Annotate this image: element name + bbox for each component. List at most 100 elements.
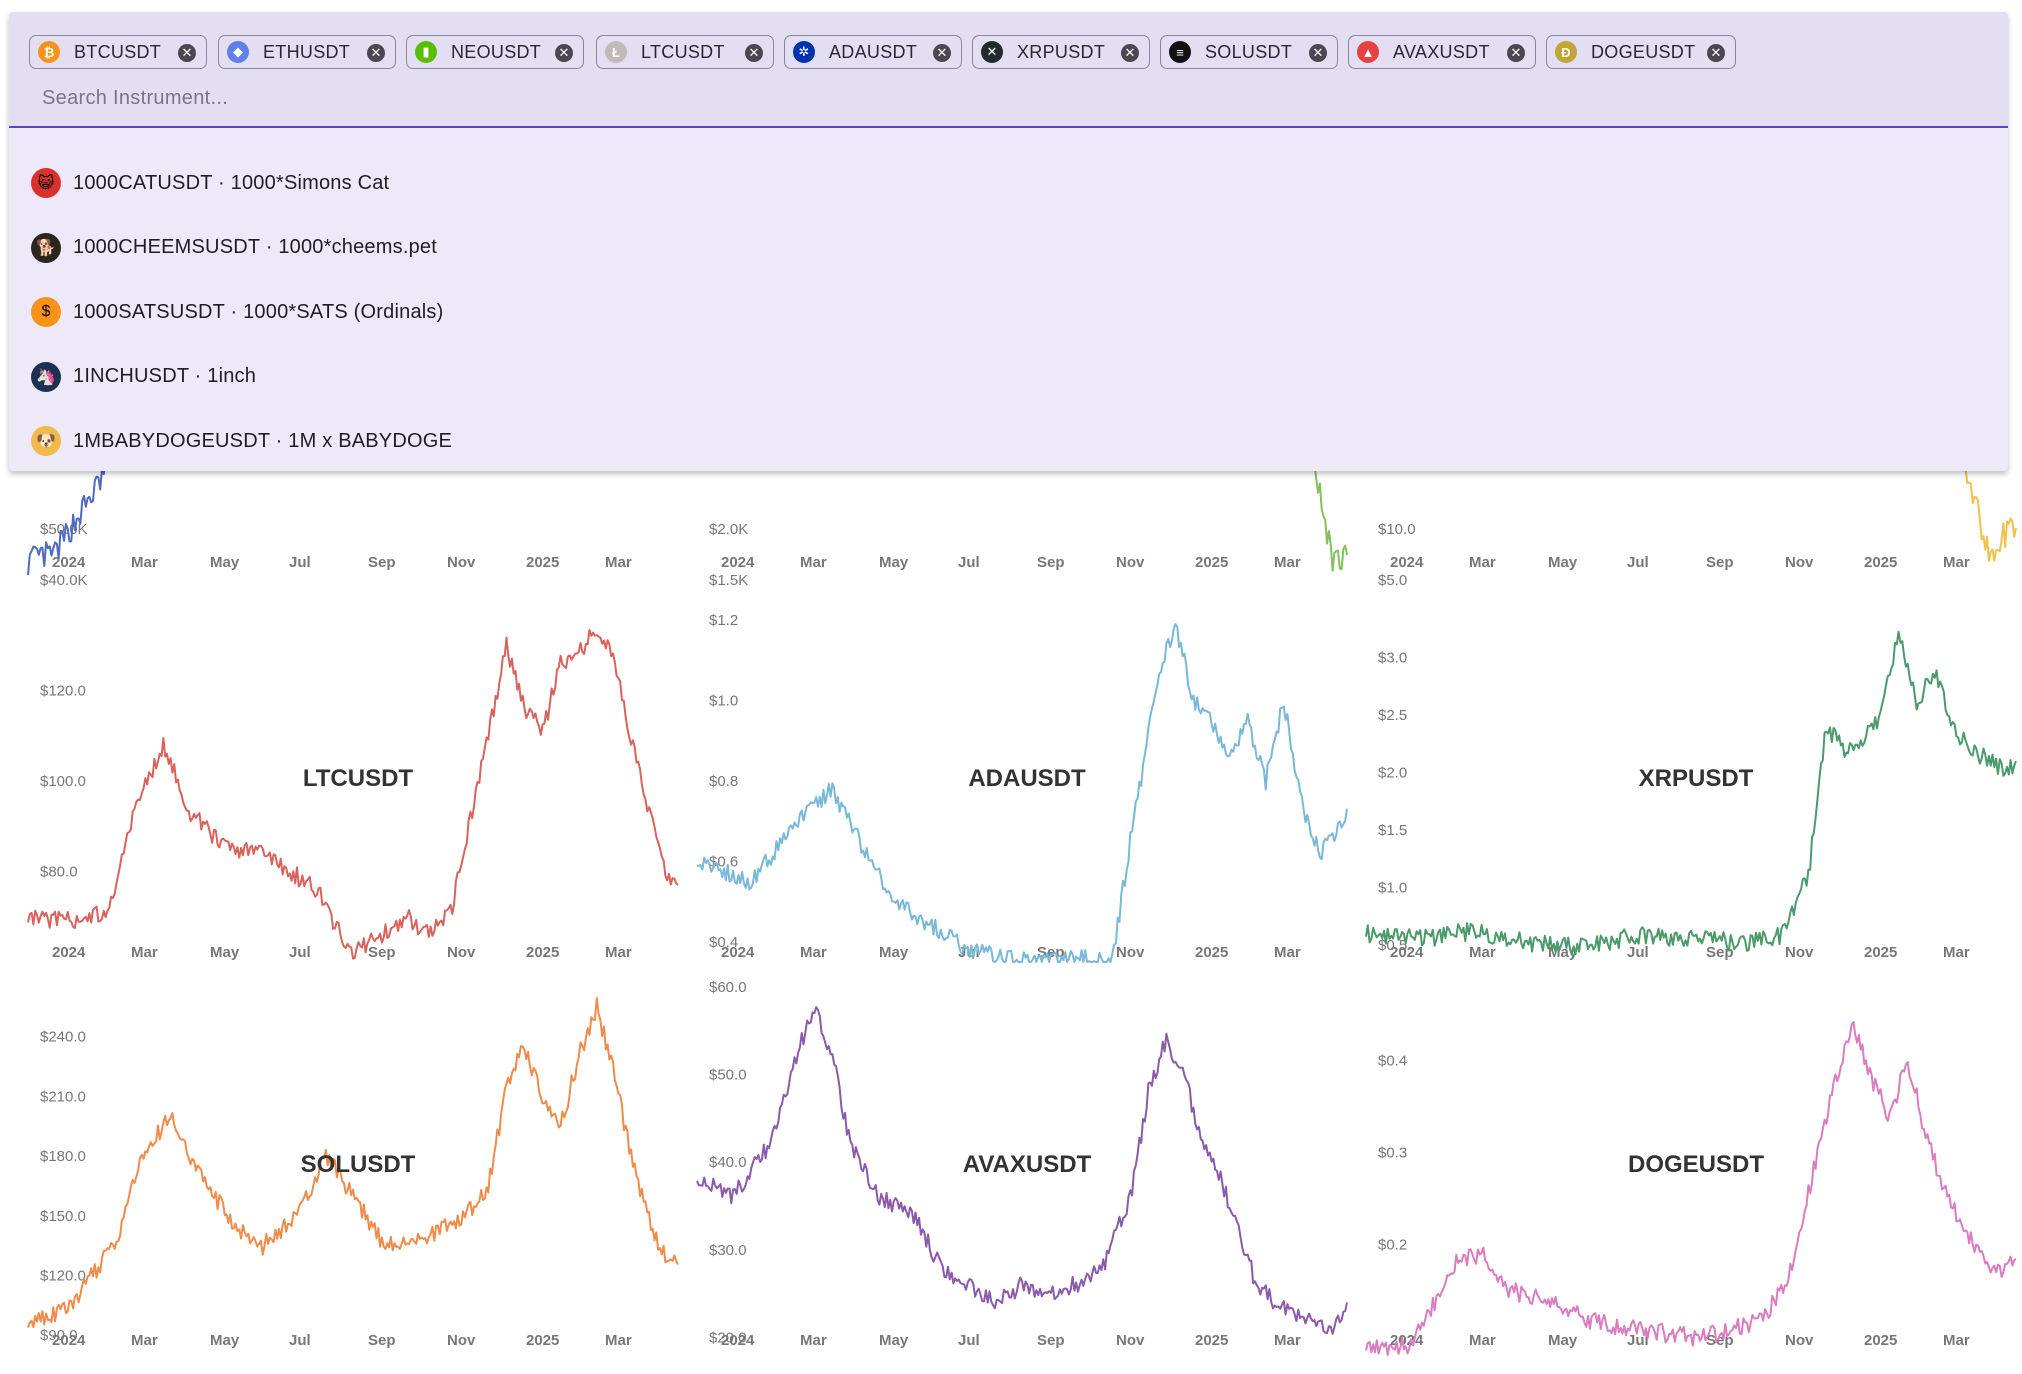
- chip-label: NEOUSDT: [451, 41, 542, 62]
- x-tick-label: Nov: [447, 1332, 476, 1349]
- x-tick-label: 2025: [1864, 944, 1897, 961]
- x-tick-label: Jul: [1627, 944, 1649, 961]
- chart-avaxusdt: $20.0 $30.0 $40.0 $50.0 $60.0 2024 Mar May Jul Se…: [696, 979, 1348, 1349]
- chip-btcusdt[interactable]: ₿ BTCUSDT ✕: [29, 35, 207, 69]
- x-tick-label: Mar: [605, 554, 632, 571]
- chip-label: SOLUSDT: [1205, 41, 1293, 62]
- chip-neousdt[interactable]: ▮ NEOUSDT ✕: [406, 35, 584, 69]
- chip-remove-icon[interactable]: ✕: [1707, 44, 1725, 62]
- y-tick-label: $50.0: [709, 1067, 747, 1084]
- chip-remove-icon[interactable]: ✕: [933, 44, 951, 62]
- 1inch-icon: 🦄: [31, 361, 61, 392]
- dogecoin-icon: Ð: [1555, 41, 1577, 63]
- x-tick-label: Sep: [368, 1332, 396, 1349]
- x-tick-label: Mar: [1469, 944, 1496, 961]
- chart-title: XRPUSDT: [1639, 765, 1754, 792]
- y-tick-label: $0.4: [709, 934, 738, 951]
- bitcoin-icon: ₿: [38, 41, 60, 63]
- x-tick-label: Mar: [1469, 1332, 1496, 1349]
- y-tick-label: $1.0: [1378, 879, 1407, 896]
- xrp-icon: ✕: [981, 41, 1003, 63]
- chip-label: ETHUSDT: [263, 41, 351, 62]
- y-tick-label: $0.4: [1378, 1053, 1407, 1070]
- x-tick-label: Mar: [605, 944, 632, 961]
- x-tick-label: Jul: [1627, 1332, 1649, 1349]
- x-tick-label: Mar: [1943, 554, 1970, 571]
- x-tick-label: Nov: [1785, 1332, 1814, 1349]
- x-tick-label: Jul: [1627, 554, 1649, 571]
- x-tick-label: May: [879, 554, 909, 571]
- x-tick-label: 2024: [52, 554, 86, 571]
- price-line: [696, 1006, 1348, 1335]
- chip-remove-icon[interactable]: ✕: [178, 44, 196, 62]
- y-tick-label: $1.2: [709, 612, 738, 629]
- litecoin-icon: Ł: [605, 41, 627, 63]
- neo-icon: ▮: [415, 41, 437, 63]
- y-tick-label: $40.0: [709, 1154, 747, 1171]
- x-tick-label: Mar: [1274, 1332, 1301, 1349]
- chip-label: LTCUSDT: [641, 41, 725, 62]
- x-tick-label: 2024: [1390, 554, 1424, 571]
- x-tick-label: Nov: [1116, 554, 1145, 571]
- price-line: [696, 623, 1348, 963]
- x-tick-label: Mar: [1274, 554, 1301, 571]
- x-tick-label: 2025: [1864, 1332, 1897, 1349]
- y-tick-label: $10.0: [1378, 521, 1416, 538]
- search-input[interactable]: [40, 82, 644, 114]
- x-tick-label: 2024: [721, 554, 755, 571]
- x-tick-label: Mar: [800, 1332, 827, 1349]
- x-tick-label: Nov: [447, 944, 476, 961]
- chip-remove-icon[interactable]: ✕: [1121, 44, 1139, 62]
- x-tick-label: 2024: [721, 1332, 755, 1349]
- y-tick-label: $20.0: [709, 1329, 747, 1346]
- instrument-search-panel: ₿ BTCUSDT ✕ ◆ ETHUSDT ✕ ▮ NEOUSDT ✕ Ł LTCUSDT ✕ ✲ ADA…: [9, 12, 2008, 471]
- chip-xrpusdt[interactable]: ✕ XRPUSDT ✕: [972, 35, 1150, 69]
- search-result-item[interactable]: 🦄 1INCHUSDT · 1inch: [9, 346, 2008, 408]
- y-tick-label: $150.0: [40, 1208, 86, 1225]
- search-result-label: 1MBABYDOGEUSDT · 1M x BABYDOGE: [73, 429, 453, 452]
- chip-remove-icon[interactable]: ✕: [1309, 44, 1327, 62]
- avalanche-icon: ▲: [1357, 41, 1379, 63]
- y-tick-label: $2.0: [1378, 764, 1407, 781]
- price-line: [1365, 1021, 2017, 1356]
- instrument-search-box[interactable]: ₿ BTCUSDT ✕ ◆ ETHUSDT ✕ ▮ NEOUSDT ✕ Ł LTCUSDT ✕ ✲ ADA…: [9, 12, 2008, 128]
- chip-ethusdt[interactable]: ◆ ETHUSDT ✕: [218, 35, 396, 69]
- chip-remove-icon[interactable]: ✕: [555, 44, 573, 62]
- search-result-item[interactable]: $1000SATSUSDT · 1000*SATS (Ordinals): [9, 281, 2008, 343]
- x-tick-label: Sep: [368, 944, 396, 961]
- y-tick-label: $240.0: [40, 1029, 86, 1046]
- chip-ltcusdt[interactable]: Ł LTCUSDT ✕: [596, 35, 774, 69]
- chip-avaxusdt[interactable]: ▲ AVAXUSDT ✕: [1348, 35, 1536, 69]
- x-tick-label: May: [1548, 1332, 1578, 1349]
- x-tick-label: 2025: [526, 554, 559, 571]
- chip-adausdt[interactable]: ✲ ADAUSDT ✕: [784, 35, 962, 69]
- search-result-item[interactable]: 🐶 1MBABYDOGEUSDT · 1M x BABYDOGE: [9, 410, 2008, 472]
- x-tick-label: Sep: [1706, 554, 1734, 571]
- y-tick-label: $0.3: [1378, 1145, 1407, 1162]
- search-result-item[interactable]: 😺 1000CATUSDT · 1000*Simons Cat: [9, 152, 2008, 214]
- chip-solusdt[interactable]: ≡ SOLUSDT ✕: [1160, 35, 1338, 69]
- chip-remove-icon[interactable]: ✕: [745, 44, 763, 62]
- x-tick-label: Jul: [289, 1332, 311, 1349]
- x-tick-label: May: [210, 554, 240, 571]
- y-tick-label: $1.5: [1378, 822, 1407, 839]
- cardano-icon: ✲: [793, 41, 815, 63]
- simons-cat-icon: 😺: [31, 168, 61, 198]
- search-result-label: 1INCHUSDT · 1inch: [73, 365, 257, 387]
- chip-remove-icon[interactable]: ✕: [1507, 44, 1525, 62]
- x-tick-label: 2024: [52, 944, 86, 961]
- x-tick-label: May: [879, 944, 909, 961]
- x-tick-label: Jul: [289, 554, 311, 571]
- y-tick-label: $0.6: [709, 853, 738, 870]
- x-tick-label: May: [210, 1332, 240, 1349]
- chip-dogeusdt[interactable]: Ð DOGEUSDT ✕: [1546, 35, 1736, 69]
- x-tick-label: Jul: [958, 1332, 980, 1349]
- y-tick-label: $2.5: [1378, 707, 1407, 724]
- x-tick-label: Nov: [1785, 944, 1814, 961]
- x-tick-label: Nov: [447, 554, 476, 571]
- search-result-item[interactable]: 🐕 1000CHEEMSUSDT · 1000*cheems.pet: [9, 217, 2008, 279]
- y-tick-label: $1.0: [709, 693, 738, 710]
- chip-remove-icon[interactable]: ✕: [367, 44, 385, 62]
